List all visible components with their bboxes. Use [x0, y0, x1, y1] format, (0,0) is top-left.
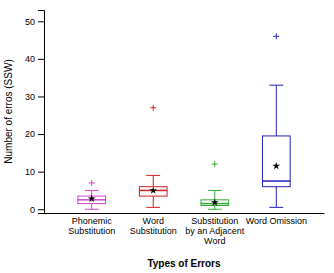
- y-tick-mark: [38, 209, 44, 210]
- whisker-high: [153, 175, 154, 186]
- x-tick-label-line: Word Omission: [246, 216, 307, 226]
- box-group: [201, 161, 229, 209]
- x-tick-label-line: Substitution: [68, 226, 115, 236]
- x-tick-label: WordSubstitution: [130, 216, 177, 236]
- whisker-low: [276, 187, 277, 208]
- cap-high: [269, 85, 283, 86]
- whisker-low: [214, 205, 215, 209]
- x-axis-line: [45, 213, 325, 214]
- cap-low: [146, 207, 160, 208]
- box: [262, 136, 290, 187]
- y-tick: 50: [25, 17, 44, 27]
- y-axis-line: [38, 11, 45, 214]
- cap-high: [146, 175, 160, 176]
- x-tick: PhonemicSubstitution: [68, 216, 115, 236]
- y-tick-mark: [38, 21, 44, 22]
- outlier: [273, 33, 279, 39]
- outlier: [89, 180, 95, 186]
- whisker-low: [153, 196, 154, 207]
- box-group: [262, 33, 290, 207]
- box-group: [78, 180, 106, 209]
- y-tick: 20: [25, 129, 44, 139]
- x-tick-label-line: Substitution: [191, 216, 238, 226]
- x-axis-title: Types of Errors: [147, 258, 221, 269]
- x-tick-label: Word Omission: [246, 216, 307, 226]
- y-tick-label: 20: [25, 129, 35, 139]
- median: [262, 180, 290, 182]
- x-tick: Word Omission: [246, 216, 307, 226]
- whisker-high: [276, 85, 277, 136]
- box: [139, 187, 167, 196]
- y-tick-mark: [38, 134, 44, 135]
- outlier: [150, 105, 156, 111]
- y-tick-mark: [38, 172, 44, 173]
- y-axis: 0 10 20 30 40 50: [25, 11, 45, 215]
- y-tick: 40: [25, 54, 44, 64]
- whisker-low: [91, 204, 92, 210]
- x-tick-label: PhonemicSubstitution: [68, 216, 115, 236]
- y-tick-label: 10: [25, 167, 35, 177]
- y-tick-mark: [38, 96, 44, 97]
- mean: [88, 195, 96, 202]
- cap-high: [85, 190, 99, 191]
- y-tick: 10: [25, 167, 44, 177]
- cap-low: [269, 207, 283, 208]
- y-tick-mark: [38, 59, 44, 60]
- y-tick-label: 30: [25, 92, 35, 102]
- cap-high: [208, 190, 222, 191]
- box-group: [139, 105, 167, 208]
- y-tick-label: 0: [30, 205, 35, 215]
- whisker-high: [214, 190, 215, 199]
- mean: [211, 198, 219, 205]
- y-tick: 0: [30, 205, 44, 215]
- y-tick-label: 50: [25, 17, 35, 27]
- mean: [149, 186, 157, 193]
- x-tick-label-line: Substitution: [130, 226, 177, 236]
- y-axis-title: Number of erros (SSW): [3, 59, 14, 163]
- x-tick: WordSubstitution: [130, 216, 177, 236]
- x-tick-label-line: by an Adjacent: [185, 226, 245, 236]
- cap-low: [85, 209, 99, 210]
- chart: 01020304050PhonemicSubstitutionWordSubst…: [0, 0, 334, 273]
- x-tick-label: Substitutionby an AdjacentWord: [185, 216, 245, 246]
- mean: [272, 162, 280, 169]
- y-tick: 30: [25, 92, 44, 102]
- cap-low: [208, 209, 222, 210]
- plot: 01020304050PhonemicSubstitutionWordSubst…: [3, 11, 325, 270]
- x-tick-label-line: Word: [204, 236, 225, 246]
- x-tick-label-line: Word: [143, 216, 164, 226]
- outlier: [212, 161, 218, 167]
- x-tick: Substitutionby an AdjacentWord: [185, 216, 245, 246]
- y-tick-label: 40: [25, 54, 35, 64]
- x-tick-label-line: Phonemic: [72, 216, 113, 226]
- x-axis: PhonemicSubstitutionWordSubstitutionSubs…: [45, 214, 325, 247]
- boxes: [78, 33, 290, 209]
